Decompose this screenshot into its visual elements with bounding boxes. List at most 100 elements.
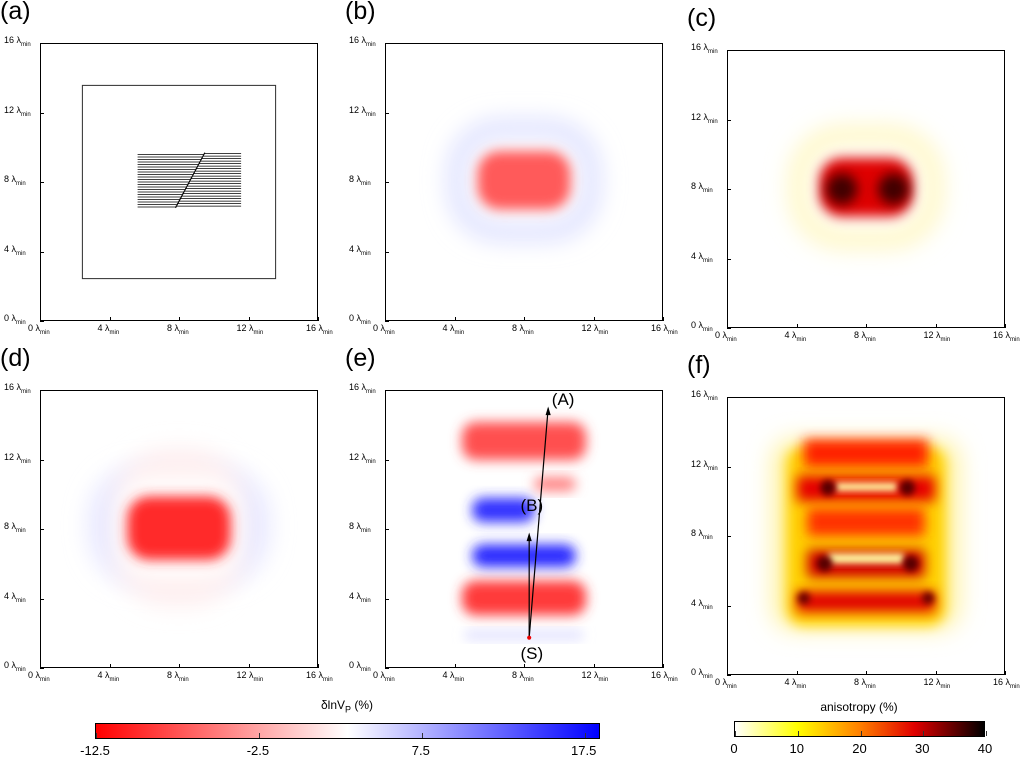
y-tick-mark (727, 605, 731, 607)
y-tick-mark (727, 50, 731, 51)
heatmap-panel (385, 43, 663, 321)
heatmap-plot (448, 119, 600, 241)
x-tick-mark (663, 317, 664, 321)
y-tick-mark (727, 466, 731, 468)
panel-label: (c) (687, 4, 717, 32)
colorbar-tick-mark (258, 733, 260, 738)
y-tick-mark (385, 182, 389, 183)
y-tick-mark (385, 43, 389, 44)
y-tick-label: 8 λmin (4, 521, 26, 534)
colorbar-tick-mark (96, 733, 97, 738)
y-tick-mark (40, 598, 44, 600)
y-tick-mark (385, 668, 389, 669)
y-tick-label: 16 λmin (349, 382, 376, 395)
heatmap-plot (81, 84, 277, 280)
y-tick-mark (727, 258, 731, 260)
y-tick-mark (40, 182, 44, 183)
y-tick-mark (727, 397, 731, 398)
annotation-label: (B) (520, 496, 544, 516)
y-tick-label: 12 λmin (691, 458, 718, 472)
y-tick-mark (727, 119, 731, 121)
annotation-label: (S) (520, 644, 544, 664)
colorbar-tick-label: 40 (977, 741, 993, 756)
y-tick-label: 4 λmin (691, 250, 713, 264)
x-tick-label: 16 λmin (306, 323, 333, 336)
x-tick-mark (179, 317, 180, 321)
x-tick-label: 12 λmin (236, 670, 264, 683)
colorbar-tick-mark (584, 733, 586, 738)
x-tick-label: 0 λmin (28, 670, 50, 683)
y-tick-mark (727, 328, 731, 329)
x-tick-label: 4 λmin (97, 323, 120, 336)
y-tick-label: 12 λmin (349, 104, 376, 118)
y-tick-label: 12 λmin (691, 111, 718, 125)
y-tick-mark (40, 321, 44, 322)
y-tick-label: 4 λmin (4, 590, 26, 604)
x-tick-mark (866, 671, 867, 675)
y-tick-label: 16 λmin (691, 389, 718, 402)
y-tick-label: 0 λmin (4, 660, 26, 673)
heatmap-plot (790, 126, 942, 248)
colorbar-tick-mark (421, 733, 423, 738)
y-tick-label: 4 λmin (349, 243, 371, 257)
y-tick-mark (727, 675, 731, 676)
x-tick-label: 8 λmin (854, 677, 876, 690)
x-tick-mark (796, 324, 798, 328)
x-tick-mark (248, 664, 250, 668)
y-tick-mark (40, 251, 44, 253)
colorbar-tick-label: -12.5 (80, 743, 110, 758)
x-tick-mark (524, 664, 525, 668)
x-tick-label: 16 λmin (306, 670, 333, 683)
y-tick-mark (727, 189, 731, 190)
y-tick-label: 12 λmin (349, 451, 376, 465)
x-tick-label: 0 λmin (715, 677, 737, 690)
panel-label: (d) (0, 344, 31, 372)
y-tick-label: 4 λmin (691, 597, 713, 611)
x-tick-mark (109, 317, 111, 321)
x-tick-mark (179, 664, 180, 668)
x-tick-mark (454, 317, 456, 321)
y-tick-mark (385, 529, 389, 530)
x-tick-mark (318, 317, 319, 321)
y-tick-label: 8 λmin (4, 174, 26, 187)
x-tick-mark (40, 664, 41, 668)
annotation-label: (A) (551, 390, 575, 410)
y-tick-label: 0 λmin (691, 667, 713, 680)
x-tick-mark (663, 664, 664, 668)
x-tick-mark (866, 324, 867, 328)
y-tick-mark (40, 459, 44, 461)
y-tick-label: 8 λmin (349, 521, 371, 534)
y-tick-mark (385, 390, 389, 391)
colorbar-tick-label: 0 (730, 741, 738, 756)
y-tick-mark (40, 390, 44, 391)
heatmap-plot (89, 449, 269, 605)
y-tick-mark (385, 459, 389, 461)
y-tick-label: 8 λmin (691, 528, 713, 541)
y-tick-label: 4 λmin (4, 243, 26, 257)
colorbar-tick-label: 7.5 (411, 743, 430, 758)
colorbar-tick-label: 17.5 (571, 743, 597, 758)
y-tick-label: 0 λmin (349, 313, 371, 326)
panel-label: (b) (345, 0, 376, 25)
x-tick-mark (40, 317, 41, 321)
x-tick-label: 12 λmin (581, 670, 609, 683)
panel-label: (e) (345, 344, 376, 372)
x-tick-label: 12 λmin (236, 323, 264, 336)
y-tick-mark (727, 536, 731, 537)
x-tick-mark (109, 664, 111, 668)
y-tick-mark (40, 668, 44, 669)
x-tick-label: 4 λmin (784, 330, 807, 343)
colorbar-tick-mark (986, 731, 987, 736)
x-tick-label: 4 λmin (442, 323, 465, 336)
heatmap-panel (40, 43, 318, 321)
x-tick-mark (385, 664, 386, 668)
x-tick-mark (524, 317, 525, 321)
y-tick-label: 0 λmin (349, 660, 371, 673)
heatmap-panel (385, 390, 663, 668)
dlnvp-colorbar (95, 723, 600, 739)
x-tick-label: 8 λmin (512, 323, 534, 336)
y-tick-label: 4 λmin (349, 590, 371, 604)
heatmap-plot (461, 406, 587, 640)
x-tick-mark (593, 317, 595, 321)
colorbar-tick-mark (923, 731, 925, 736)
